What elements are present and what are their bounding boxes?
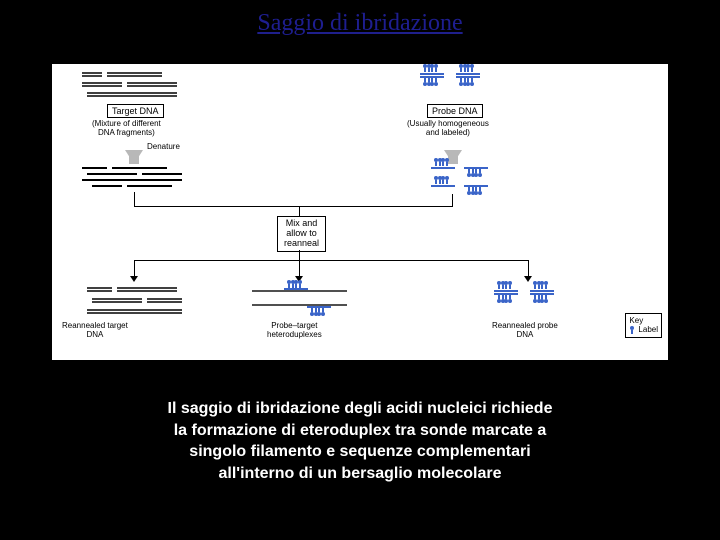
probe-dna-note: (Usually homogeneousand labeled) [407,120,489,138]
label-symbol-icon [629,326,635,334]
heteroduplex-label: Probe–targetheteroduplexes [267,322,322,340]
probe-strand [456,73,480,75]
reannealed-target-strand [87,312,182,314]
caption-line: singolo filamento e sequenze complementa… [80,441,640,463]
target-strand [107,72,162,74]
caption-line: la formazione di eteroduplex tra sonde m… [80,420,640,442]
reannealed-probe-label: Reannealed probeDNA [492,322,558,340]
flow-line [134,260,529,261]
caption-line: all'interno di un bersaglio molecolare [80,463,640,485]
hybridization-diagram: Target DNA (Mixture of differentDNA frag… [50,62,670,362]
mix-reanneal-label-box: Mix andallow toreanneal [277,216,326,252]
legend-key-box: Key Label [625,313,662,338]
flow-line [299,250,300,260]
target-ss-strand [92,185,122,187]
probe-strand [420,73,444,75]
page-title: Saggio di ibridazione [0,10,720,37]
probe-label-marks [424,78,437,83]
heteroduplex-target-strand [252,304,347,306]
probe-dna-label-box: Probe DNA [427,104,483,118]
probe-label-marks [498,284,511,289]
flow-line [299,206,300,216]
reannealed-target-strand [92,301,142,303]
target-strand [87,95,177,97]
target-ss-strand [87,173,137,175]
probe-label-marks [498,295,511,300]
caption-line: Il saggio di ibridazione degli acidi nuc… [80,398,640,420]
target-ss-strand [142,173,182,175]
denature-arrow-icon [125,150,143,164]
probe-label-marks [435,179,448,184]
heteroduplex-probe-strand [284,288,308,290]
branch-arrowhead-icon [524,276,532,282]
target-dna-label-box: Target DNA [107,104,164,118]
reannealed-target-strand [117,290,177,292]
target-ss-strand [112,167,167,169]
title-text: Saggio di ibridazione [257,10,462,36]
probe-label-marks [435,161,448,166]
probe-label-marks [311,308,324,313]
probe-label-marks [460,78,473,83]
flow-line [134,192,135,206]
probe-label-marks [534,284,547,289]
target-strand [82,82,122,84]
heteroduplex-target-strand [252,290,347,292]
reannealed-probe-strand [494,290,518,292]
probe-label-marks [460,67,473,72]
reannealed-target-strand [87,290,112,292]
target-dna-label: Target DNA [112,106,159,116]
probe-dna-label: Probe DNA [432,106,478,116]
target-strand [127,82,177,84]
reannealed-probe-strand [530,290,554,292]
key-title: Key [629,316,658,326]
denature-label: Denature [147,143,180,152]
probe-label-marks [468,187,481,192]
target-strand [82,75,102,77]
reannealed-target-strand [147,301,182,303]
caption-block: Il saggio di ibridazione degli acidi nuc… [0,398,720,484]
flow-line [452,194,453,206]
target-dna-note: (Mixture of differentDNA fragments) [92,120,161,138]
target-strand [87,92,177,94]
target-strand [82,85,122,87]
probe-label-marks [468,169,481,174]
probe-ss-strand [431,185,455,187]
flow-line [134,206,453,207]
reannealed-target-strand [147,298,182,300]
target-strand [127,85,177,87]
reannealed-target-strand [117,287,177,289]
reannealed-target-label: Reannealed targetDNA [62,322,128,340]
target-ss-strand [127,185,172,187]
key-label-text: Label [638,325,658,335]
reannealed-target-strand [92,298,142,300]
target-strand [107,75,162,77]
probe-label-marks [534,295,547,300]
reannealed-target-strand [87,309,182,311]
reannealed-target-strand [87,287,112,289]
probe-label-marks [424,67,437,72]
probe-ss-strand [431,167,455,169]
target-strand [82,72,102,74]
target-ss-strand [82,167,107,169]
target-ss-strand [82,179,182,181]
branch-arrowhead-icon [130,276,138,282]
